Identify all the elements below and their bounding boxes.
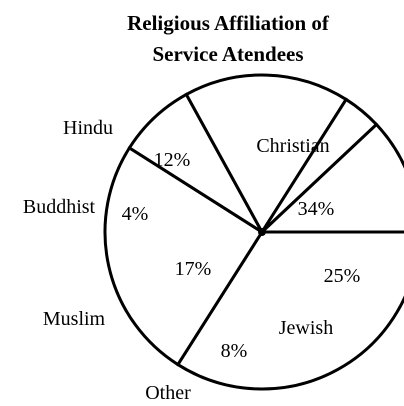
category-label-buddhist: Buddhist <box>23 196 96 218</box>
value-label-buddhist: 4% <box>122 203 149 225</box>
value-label-jewish: 25% <box>324 265 361 287</box>
pie-outline <box>104 74 404 390</box>
pie-slices <box>103 73 404 391</box>
category-label-muslim: Muslim <box>43 308 106 330</box>
value-label-christian: 34% <box>298 198 335 220</box>
category-label-other: Other <box>145 382 191 404</box>
chart-title-line-1: Religious Affiliation of <box>127 11 330 35</box>
category-label-hindu: Hindu <box>63 117 113 139</box>
category-label-christian: Christian <box>256 135 329 157</box>
value-label-muslim: 17% <box>175 258 212 280</box>
value-label-hindu: 12% <box>154 149 191 171</box>
category-label-jewish: Jewish <box>279 317 333 339</box>
value-label-other: 8% <box>221 340 248 362</box>
pie-center <box>258 228 266 236</box>
pie-labels: Christian 34% Jewish 25% Other 8% Muslim 17% Bud… <box>23 117 360 404</box>
chart-title-line-2: Service Atendees <box>152 42 303 66</box>
